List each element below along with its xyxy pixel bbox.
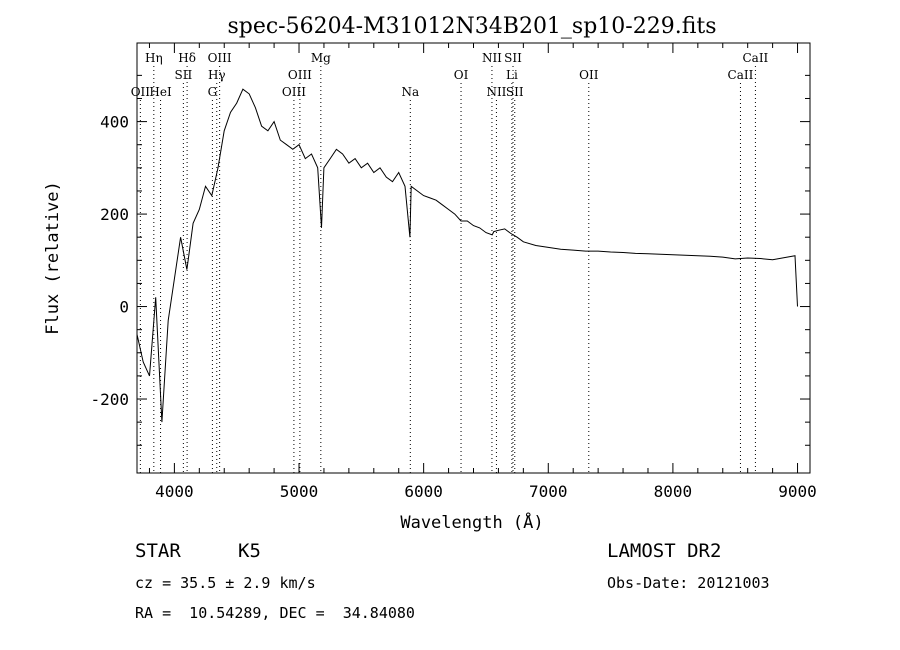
coordinates: RA = 10.54289, DEC = 34.84080 [135,604,415,622]
line-marker-label-15: HeI [149,85,172,99]
line-marker-label-6: CaII [742,51,768,65]
line-marker-label-9: OIII [288,68,312,82]
line-marker-label-0: Hη [145,51,163,65]
chart-title: spec-56204-M31012N34B201_sp10-229.fits [227,14,716,39]
y-tick-label-0: 0 [119,298,129,317]
x-tick-label-8000: 8000 [654,482,693,501]
redshift-value: cz = 35.5 ± 2.9 km/s [135,574,316,592]
x-axis-ticks: 4000 5000 6000 7000 8000 9000 [148,43,817,501]
line-marker-label-13: CaII [728,68,754,82]
spectrum-series-line [136,88,798,423]
y-axis-ticks: -200 0 200 400 [90,74,810,446]
line-marker-label-16: G [208,85,218,99]
y-axis-label: Flux (relative) [43,181,63,335]
line-marker-label-20: SII [506,85,524,99]
x-tick-label-4000: 4000 [155,482,194,501]
observation-date: Obs-Date: 20121003 [607,574,770,592]
x-tick-label-7000: 7000 [529,482,568,501]
line-marker-label-1: Hδ [178,51,196,65]
y-tick-label-200: 200 [100,205,129,224]
x-tick-label-9000: 9000 [778,482,817,501]
object-class: STAR [135,540,181,562]
line-marker-label-19: NII [486,85,506,99]
emission-line-markers [139,66,756,473]
x-axis-label: Wavelength (Å) [400,511,543,533]
x-tick-label-6000: 6000 [404,482,443,501]
object-subclass: K5 [238,540,261,562]
line-marker-label-8: Hγ [208,68,226,82]
line-marker-label-3: Mg [311,51,331,65]
line-marker-label-7: SII [175,68,193,82]
line-marker-label-10: OI [454,68,469,82]
line-marker-label-18: Na [401,85,419,99]
line-marker-label-5: SII [504,51,522,65]
survey-name: LAMOST DR2 [607,540,722,562]
line-marker-label-17: OIII [282,85,306,99]
line-marker-label-11: Li [506,68,518,82]
y-tick-label--200: -200 [90,390,129,409]
x-tick-label-5000: 5000 [280,482,319,501]
line-marker-label-4: NII [482,51,502,65]
line-marker-label-12: OII [579,68,599,82]
y-tick-label-400: 400 [100,113,129,132]
line-marker-label-14: OII [131,85,151,99]
line-marker-label-2: OIII [208,51,232,65]
axes-frame [136,42,811,474]
